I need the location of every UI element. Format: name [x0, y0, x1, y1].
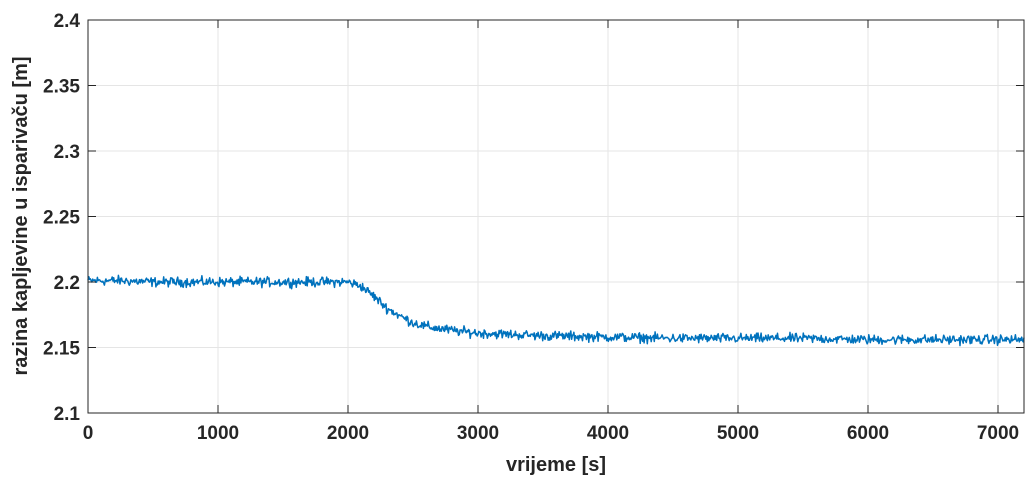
y-tick-label: 2.4 [54, 11, 81, 32]
x-tick-label: 5000 [717, 423, 759, 444]
x-tick-label: 3000 [457, 423, 499, 444]
y-tick-label: 2.2 [54, 273, 80, 294]
y-tick-label: 2.1 [54, 404, 81, 425]
x-tick-label: 7000 [977, 423, 1019, 444]
tick-marks [87, 19, 1024, 414]
x-tick-labels: 0 1000 2000 3000 4000 5000 6000 7000 [83, 423, 1019, 444]
y-axis-label: razina kapljevine u isparivaču [m] [10, 56, 32, 375]
y-tick-label: 2.15 [43, 339, 80, 360]
x-tick-label: 1000 [197, 423, 239, 444]
x-tick-label: 4000 [587, 423, 629, 444]
series-layer [87, 274, 1025, 347]
x-tick-label: 6000 [847, 423, 889, 444]
y-tick-label: 2.25 [43, 208, 80, 229]
series-line [87, 274, 1025, 347]
x-tick-label: 0 [83, 423, 94, 444]
x-tick-label: 2000 [327, 423, 369, 444]
x-axis-label: vrijeme [s] [506, 454, 606, 476]
y-tick-label: 2.3 [54, 142, 80, 163]
y-tick-labels: 2.1 2.15 2.2 2.25 2.3 2.35 2.4 [43, 11, 80, 425]
y-tick-label: 2.35 [43, 77, 80, 98]
